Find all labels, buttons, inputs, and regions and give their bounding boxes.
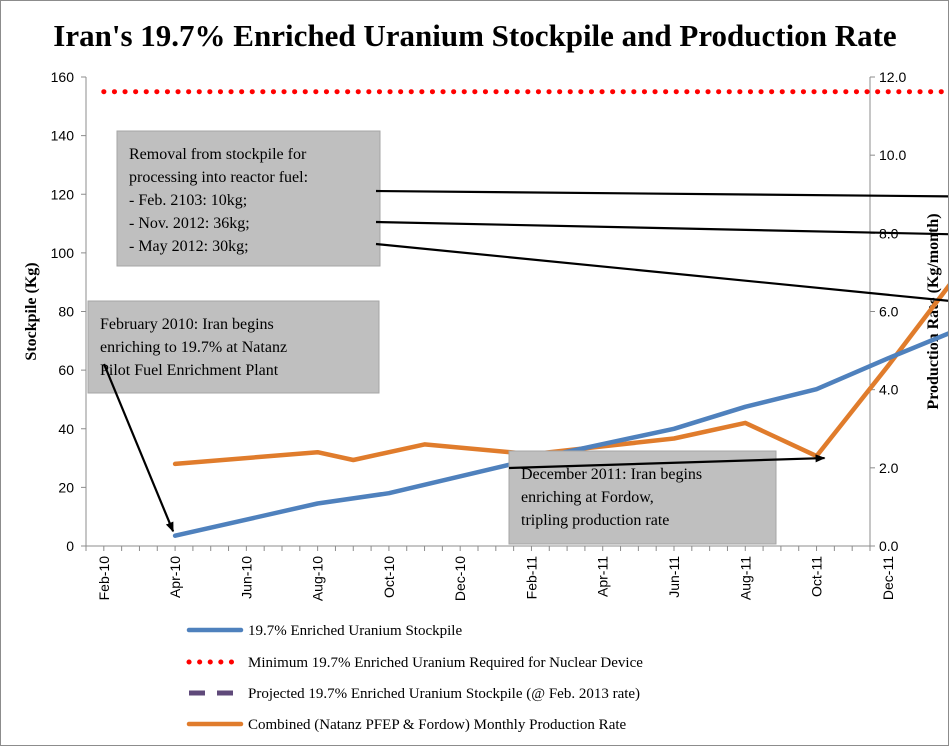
- annotation-line: Removal from stockpile for: [129, 146, 307, 163]
- series-line-3: [172, 283, 948, 467]
- annotation-arrow: [375, 220, 948, 236]
- y-tick-label: 140: [51, 128, 75, 144]
- annotation-line: enriching at Fordow,: [521, 489, 654, 506]
- chart-title: Iran's 19.7% Enriched Uranium Stockpile …: [53, 18, 896, 53]
- y2-tick-label: 4.0: [879, 382, 899, 398]
- x-tick-label: Dec-11: [880, 556, 896, 600]
- legend-label-1: Minimum 19.7% Enriched Uranium Required …: [248, 655, 643, 671]
- annotation-line: tripling production rate: [521, 512, 669, 529]
- y2-tick-label: 0.0: [879, 538, 899, 554]
- x-tick-label: Jun-11: [666, 556, 682, 598]
- y-tick-label: 0: [66, 538, 74, 554]
- x-tick-label: Apr-11: [595, 556, 611, 597]
- annotations: Removal from stockpile for processing int…: [87, 130, 948, 545]
- x-tick-label: Jun-10: [238, 556, 254, 599]
- annotation-line: February 2010: Iran begins: [100, 316, 274, 333]
- y-tick-label: 120: [51, 186, 75, 202]
- y-tick-label: 100: [51, 245, 75, 261]
- y-axis-title: Stockpile (Kg): [23, 262, 40, 360]
- legend-label-2: Projected 19.7% Enriched Uranium Stockpi…: [248, 686, 640, 702]
- annotation-line: processing into reactor fuel:: [129, 169, 308, 186]
- annotation-box: [116, 130, 381, 267]
- y-tick-label: 160: [51, 69, 75, 85]
- y2-tick-label: 12.0: [879, 69, 906, 85]
- y-tick-label: 80: [58, 304, 74, 320]
- x-tick-label: Feb-10: [96, 556, 112, 601]
- annotation-line: December 2011: Iran begins: [521, 466, 702, 483]
- y-tick-label: 40: [58, 421, 74, 437]
- x-tick-label: Oct-10: [381, 556, 397, 598]
- annotation-line: - Nov. 2012: 36kg;: [129, 215, 250, 232]
- x-tick-label: Feb-11: [523, 556, 539, 600]
- series-line-0: [172, 331, 948, 538]
- y2-tick-label: 10.0: [879, 147, 906, 163]
- legend-label-0: 19.7% Enriched Uranium Stockpile: [248, 623, 462, 639]
- legend-label-3: Combined (Natanz PFEP & Fordow) Monthly …: [248, 717, 627, 733]
- x-tick-label: Dec-10: [452, 556, 468, 601]
- x-tick-label: Apr-10: [167, 556, 183, 598]
- y-tick-label: 60: [58, 362, 74, 378]
- annotation-line: - May 2012: 30kg;: [129, 238, 249, 255]
- annotation-line: - Feb. 2103: 10kg;: [129, 192, 247, 209]
- annotation-arrow: [508, 454, 826, 470]
- x-tick-label: Aug-10: [310, 556, 326, 601]
- annotation-box: [87, 300, 380, 394]
- annotation-arrow: [375, 189, 948, 198]
- y2-tick-label: 2.0: [879, 460, 899, 476]
- plot-area: 0204060801001201401600.02.04.06.08.010.0…: [23, 69, 948, 601]
- legend: 19.7% Enriched Uranium Stockpile Minimum …: [186, 623, 643, 733]
- annotation-line: Pilot Fuel Enrichment Plant: [100, 362, 279, 379]
- annotation-line: enriching to 19.7% at Natanz: [100, 339, 287, 356]
- annotation-arrow: [102, 363, 175, 533]
- y-tick-label: 20: [58, 479, 74, 495]
- annotation-arrow: [375, 242, 948, 302]
- x-tick-label: Aug-11: [737, 556, 753, 600]
- y2-axis-title: Production Rate (Kg/month): [925, 213, 942, 409]
- y2-tick-label: 6.0: [879, 304, 899, 320]
- x-tick-label: Oct-11: [809, 556, 825, 597]
